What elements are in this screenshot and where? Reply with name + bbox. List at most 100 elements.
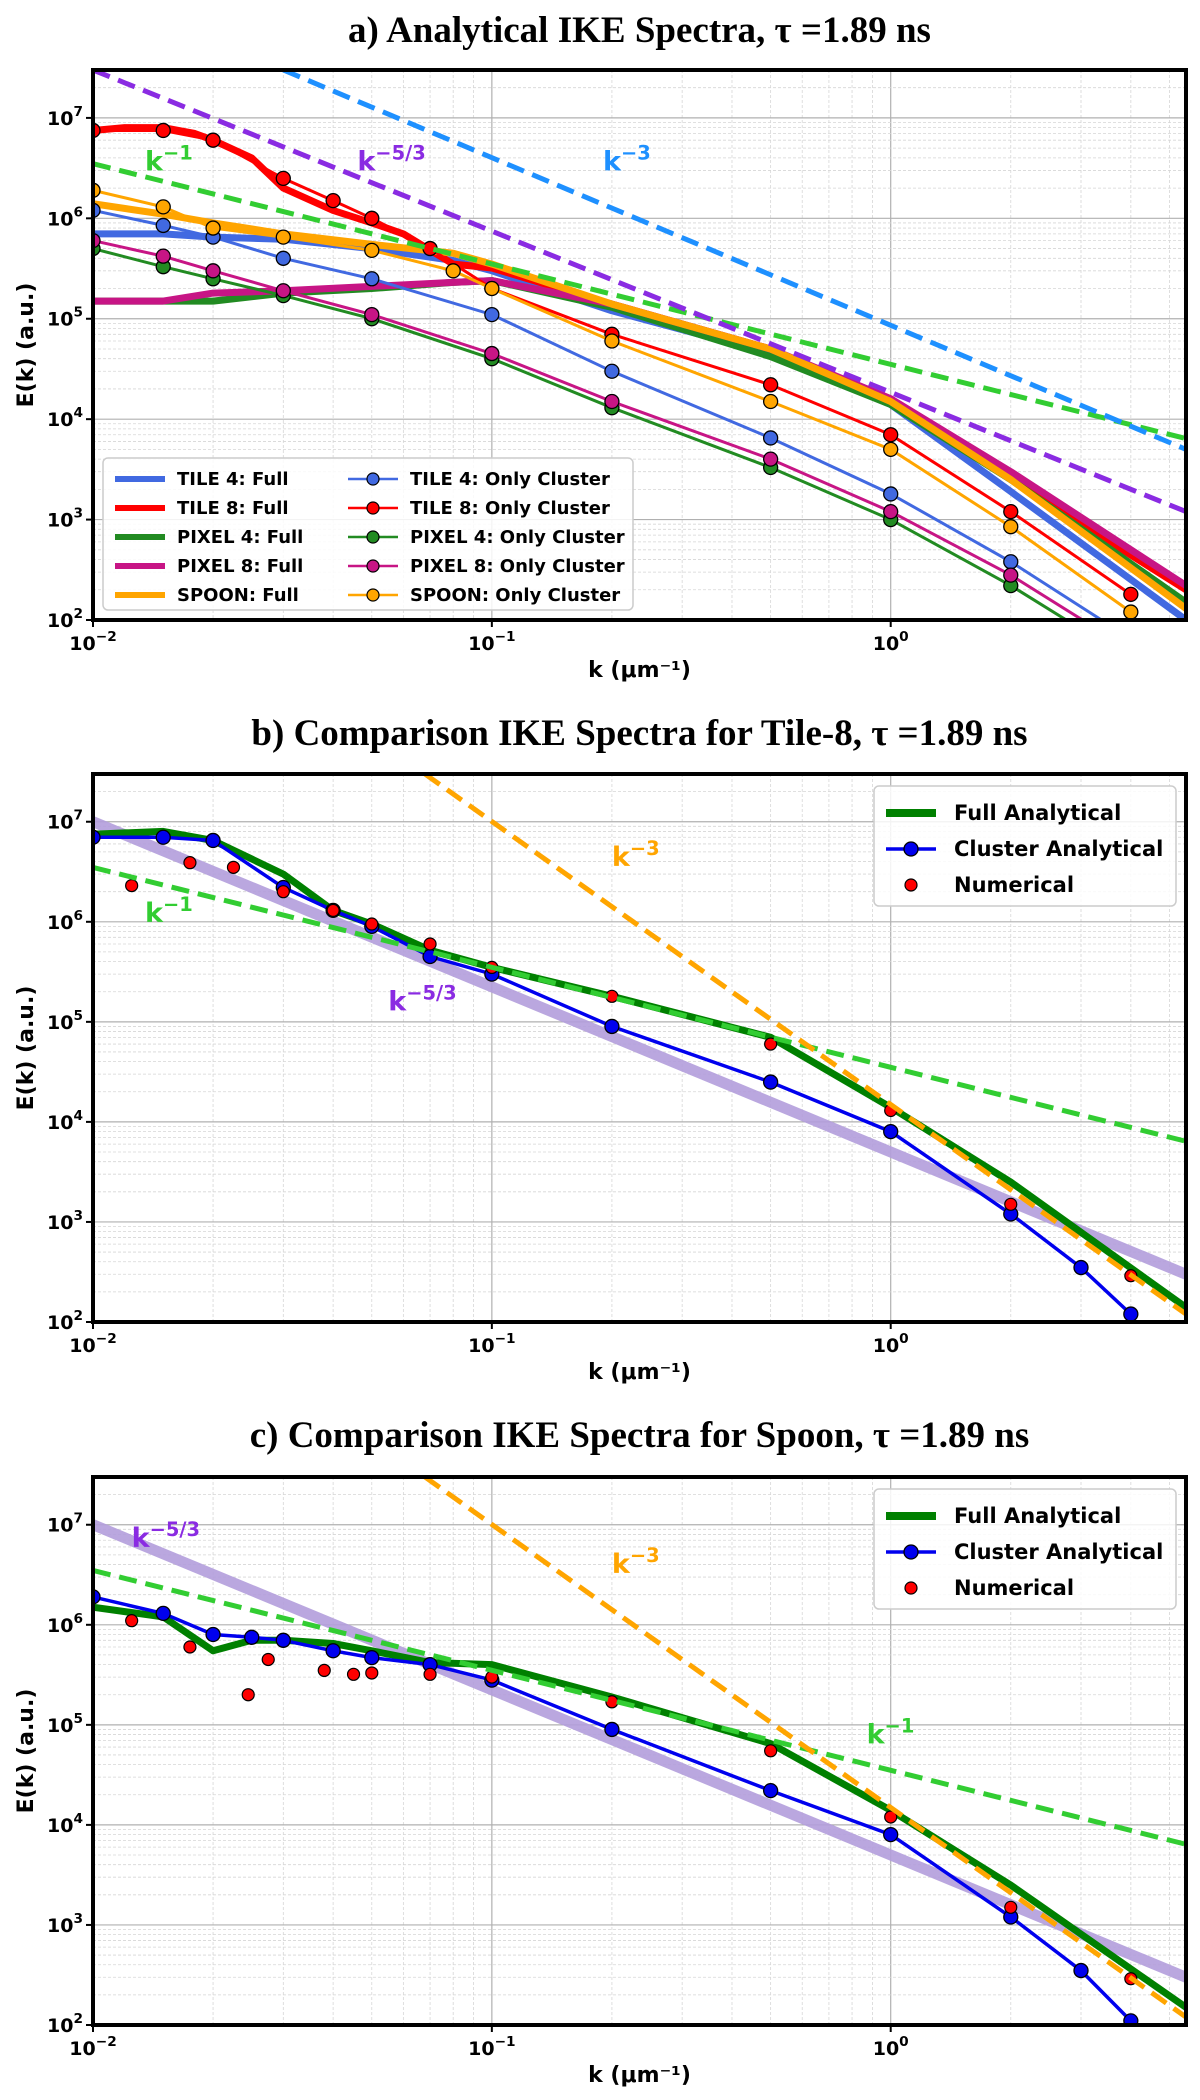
- series-cluster-analytical-point: [883, 1123, 899, 1140]
- series-tile-4-only-cluster-point: [883, 486, 899, 502]
- series-cluster-analytical: [93, 835, 1132, 1316]
- series-tile-4-only-cluster-point: [364, 271, 380, 287]
- series-cluster-analytical-point: [1123, 2013, 1139, 2025]
- panel-b: b) Comparison IKE Spectra for Tile-8, τ …: [14, 713, 1188, 1385]
- legend-label: SPOON: Full: [177, 585, 299, 606]
- y-axis-label: E(k) (a.u.): [14, 986, 39, 1111]
- series-cluster-analytical-point: [1073, 1962, 1089, 1979]
- x-tick-label: 10−2: [69, 629, 116, 655]
- legend-swatch-marker: [366, 501, 380, 515]
- series-numerical-point: [317, 1663, 331, 1678]
- series-group: [93, 774, 1186, 1322]
- series-cluster-analytical-point: [1073, 1259, 1089, 1276]
- series-tile-4-only-cluster-point: [1124, 632, 1138, 646]
- series-cluster-analytical-point: [155, 1605, 171, 1622]
- series-cluster-analytical-point: [325, 1643, 341, 1659]
- series-spoon-only-cluster-point: [762, 393, 779, 410]
- series-cluster-analytical-point: [155, 829, 171, 845]
- series-numerical-point: [346, 1667, 361, 1681]
- series-tile-4-only-cluster-point: [762, 430, 779, 446]
- x-tick-label: 100: [873, 1331, 909, 1357]
- annotation-label: k−3: [612, 1544, 660, 1580]
- annotation-label: k−1: [145, 141, 193, 177]
- legend-label: Numerical: [954, 1576, 1074, 1600]
- series-numerical-point: [125, 878, 139, 893]
- x-tick-label: 10−2: [69, 1331, 116, 1357]
- y-tick-label: 107: [47, 104, 83, 130]
- x-tick-label: 10−1: [468, 1331, 515, 1357]
- legend: Full Analytical Cluster Analytical Numeric…: [873, 785, 1177, 907]
- legend-swatch-marker: [366, 530, 380, 544]
- series-spoon-only-cluster-point: [445, 263, 461, 279]
- series-spoon-only-cluster-point: [604, 333, 620, 349]
- y-tick-label: 104: [47, 405, 83, 431]
- series-pixel-8-only-cluster-point: [762, 451, 779, 467]
- legend-label: TILE 4: Only Cluster: [410, 469, 610, 490]
- chart-title: a) Analytical IKE Spectra, τ =1.89 ns: [348, 10, 931, 51]
- series-tile-4-only-cluster-point: [275, 250, 291, 266]
- annotation-label: k−1: [867, 1715, 915, 1751]
- series-numerical-point: [1004, 1900, 1018, 1914]
- y-tick-label: 105: [47, 1711, 83, 1737]
- series-group: [93, 1477, 1186, 2025]
- x-tick-label: 10−2: [69, 2034, 116, 2060]
- series-spoon-only-cluster-point: [1003, 519, 1019, 535]
- legend-box: [873, 1488, 1177, 1610]
- y-axis-label: E(k) (a.u.): [14, 1689, 39, 1814]
- series-tile-4-only-cluster-point: [155, 217, 171, 234]
- series-numerical-point: [423, 937, 437, 951]
- legend-label: Full Analytical: [954, 1504, 1121, 1528]
- plot-frame: [91, 68, 1188, 622]
- y-tick-label: 103: [47, 506, 83, 532]
- legend-label: TILE 8: Only Cluster: [410, 498, 610, 519]
- series-pixel-8-only-cluster-point: [1124, 643, 1138, 657]
- series-tile-8-only-cluster-point: [325, 192, 341, 209]
- series-tile-8-only-cluster-point: [364, 210, 380, 226]
- legend-label: PIXEL 4: Only Cluster: [410, 527, 625, 548]
- annotation-label: k−5/3: [357, 141, 425, 177]
- series-pixel-8-only-cluster-point: [155, 248, 171, 264]
- series-spoon-only-cluster: [93, 188, 1132, 614]
- y-tick-label: 104: [47, 1811, 83, 1837]
- series-numerical-point: [183, 856, 197, 870]
- series-tile-8-only-cluster-point: [275, 170, 291, 187]
- series-k-reference: [423, 774, 1186, 1317]
- legend-label: PIXEL 4: Full: [177, 527, 303, 548]
- legend-label: PIXEL 8: Only Cluster: [410, 556, 625, 577]
- y-tick-label: 104: [47, 1108, 83, 1134]
- series-spoon-only-cluster-point: [275, 229, 291, 245]
- x-axis-label: k (μm⁻¹): [588, 1360, 691, 1385]
- y-tick-label: 102: [47, 2011, 83, 2037]
- series-numerical-point: [261, 1652, 275, 1667]
- y-tick-label: 106: [47, 908, 83, 934]
- annotation-label: k−1: [145, 893, 193, 929]
- legend-label: PIXEL 8: Full: [177, 556, 303, 577]
- x-tick-label: 10−1: [468, 629, 515, 655]
- series-cluster-analytical-point: [275, 1632, 291, 1648]
- grid: [92, 1476, 1186, 2026]
- series-tile-8-only-cluster-point: [1123, 586, 1139, 603]
- x-tick-label: 100: [873, 2034, 909, 2060]
- y-tick-label: 103: [47, 1208, 83, 1234]
- series-k-reference: [93, 70, 1186, 514]
- legend-swatch-marker: [903, 1544, 919, 1560]
- legend-swatch-marker: [366, 559, 380, 573]
- series-tile-8-only-cluster-point: [1003, 503, 1019, 520]
- chart-title: c) Comparison IKE Spectra for Spoon, τ =…: [250, 1415, 1030, 1456]
- series-tile-8-only-cluster-point: [762, 377, 779, 393]
- y-tick-label: 106: [47, 1611, 83, 1637]
- x-tick-label: 10−1: [468, 2034, 515, 2060]
- legend-swatch-marker: [366, 472, 380, 486]
- series-spoon-only-cluster-point: [205, 220, 221, 236]
- y-tick-label: 102: [47, 1308, 83, 1334]
- series-pixel-8-only-cluster-point: [484, 345, 500, 362]
- legend-box: [873, 785, 1177, 907]
- series-cluster-analytical-point: [604, 1721, 620, 1738]
- series-numerical-point: [326, 903, 340, 917]
- legend-label: Cluster Analytical: [954, 1540, 1163, 1564]
- series-tile-4-only-cluster-point: [604, 363, 620, 379]
- series-tile-8-only-cluster-point: [883, 427, 899, 443]
- series-cluster-analytical-point: [205, 1626, 221, 1643]
- series-numerical-point: [365, 1666, 379, 1680]
